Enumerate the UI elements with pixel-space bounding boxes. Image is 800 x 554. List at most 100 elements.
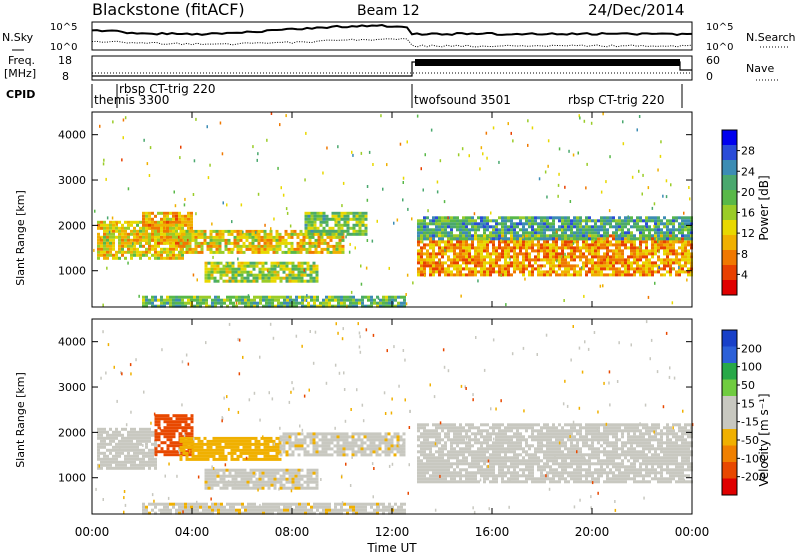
heatmap-cell	[130, 466, 133, 470]
heatmap-cell	[209, 235, 213, 239]
heatmap-cell	[340, 301, 343, 305]
heatmap-cell	[229, 511, 232, 515]
heatmap-cell	[124, 442, 127, 446]
heatmap-cell	[112, 433, 115, 437]
heatmap-cell	[252, 486, 256, 490]
heatmap-cell	[139, 427, 142, 431]
heatmap-cell	[304, 508, 307, 512]
heatmap-cell	[100, 253, 103, 257]
heatmap-cell	[630, 234, 633, 238]
heatmap-cell	[166, 505, 169, 509]
heatmap-cell	[145, 454, 148, 458]
heatmap-cell	[444, 234, 447, 238]
heatmap-cell	[438, 441, 441, 445]
heatmap-cell	[240, 480, 244, 484]
heatmap-cell	[352, 229, 356, 233]
heatmap-cell	[462, 228, 465, 232]
heatmap-cell	[255, 480, 259, 484]
heatmap-cell	[274, 304, 277, 308]
nave-label: Nave	[746, 62, 774, 75]
heatmap-cell	[390, 435, 394, 439]
heatmap-cell	[531, 267, 534, 271]
heatmap-cell	[273, 261, 277, 265]
heatmap-cell	[543, 252, 546, 256]
heatmap-cell	[239, 448, 243, 452]
heatmap-cell	[106, 442, 109, 446]
heatmap-cell	[672, 219, 675, 223]
heatmap-cell	[606, 219, 609, 223]
heatmap-cell	[358, 211, 362, 215]
heatmap-cell	[304, 178, 306, 182]
heatmap-cell	[196, 508, 199, 512]
heatmap-cell	[663, 246, 666, 250]
heatmap-cell	[112, 244, 115, 248]
heatmap-cell	[323, 238, 327, 242]
heatmap-cell	[154, 432, 158, 436]
heatmap-cell	[423, 435, 426, 439]
heatmap-cell	[441, 471, 444, 475]
heatmap-cell	[185, 439, 189, 443]
heatmap-cell	[558, 258, 561, 262]
heatmap-cell	[355, 505, 358, 509]
heatmap-cell	[507, 228, 510, 232]
heatmap-cell	[468, 222, 471, 226]
heatmap-cell	[136, 220, 139, 224]
heatmap-cell	[483, 264, 486, 268]
heatmap-cell	[366, 447, 370, 451]
heatmap-cell	[182, 229, 186, 233]
heatmap-cell	[148, 301, 151, 305]
heatmap-cell	[289, 304, 292, 308]
heatmap-cell	[334, 295, 337, 299]
heatmap-cell	[462, 255, 465, 259]
heatmap-cell	[157, 220, 160, 224]
heatmap-cell	[231, 270, 235, 274]
heatmap-cell	[669, 249, 672, 253]
heatmap-cell	[136, 439, 139, 443]
heatmap-cell	[382, 505, 385, 509]
heatmap-cell	[612, 258, 615, 262]
heatmap-cell	[593, 238, 595, 242]
heatmap-cell	[133, 427, 136, 431]
heatmap-cell	[582, 255, 585, 259]
heatmap-cell	[397, 301, 400, 305]
heatmap-cell	[528, 240, 531, 244]
heatmap-cell	[438, 234, 441, 238]
heatmap-cell	[660, 228, 663, 232]
heatmap-cell	[221, 232, 225, 236]
heatmap-cell	[236, 247, 240, 251]
heatmap-cell	[684, 225, 687, 229]
heatmap-cell	[627, 234, 630, 238]
heatmap-cell	[145, 235, 148, 239]
heatmap-cell	[267, 480, 271, 484]
heatmap-cell	[239, 436, 243, 440]
heatmap-cell	[169, 217, 172, 221]
heatmap-cell	[307, 295, 310, 299]
heatmap-cell	[97, 457, 100, 461]
heatmap-cell	[213, 468, 217, 472]
heatmap-cell	[204, 480, 208, 484]
heatmap-cell	[178, 214, 181, 218]
heatmap-cell	[639, 219, 642, 223]
heatmap-cell	[200, 457, 204, 461]
heatmap-cell	[282, 471, 286, 475]
heatmap-cell	[465, 258, 468, 262]
heatmap-cell	[313, 217, 317, 221]
heatmap-cell	[576, 228, 579, 232]
heatmap-cell	[322, 220, 326, 224]
heatmap-cell	[231, 267, 235, 271]
heatmap-cell	[393, 221, 395, 225]
heatmap-cell	[642, 267, 645, 271]
heatmap-cell	[313, 301, 316, 305]
heatmap-cell	[309, 276, 313, 280]
heatmap-cell	[618, 255, 621, 259]
heatmap-cell	[377, 296, 380, 300]
heatmap-cell	[591, 225, 594, 229]
heatmap-cell	[375, 432, 379, 436]
heatmap-cell	[376, 508, 379, 512]
heatmap-cell	[528, 273, 531, 277]
heatmap-cell	[172, 250, 175, 254]
heatmap-cell	[417, 474, 420, 478]
heatmap-cell	[193, 505, 196, 509]
heatmap-cell	[112, 226, 115, 230]
heatmap-cell	[187, 214, 190, 218]
